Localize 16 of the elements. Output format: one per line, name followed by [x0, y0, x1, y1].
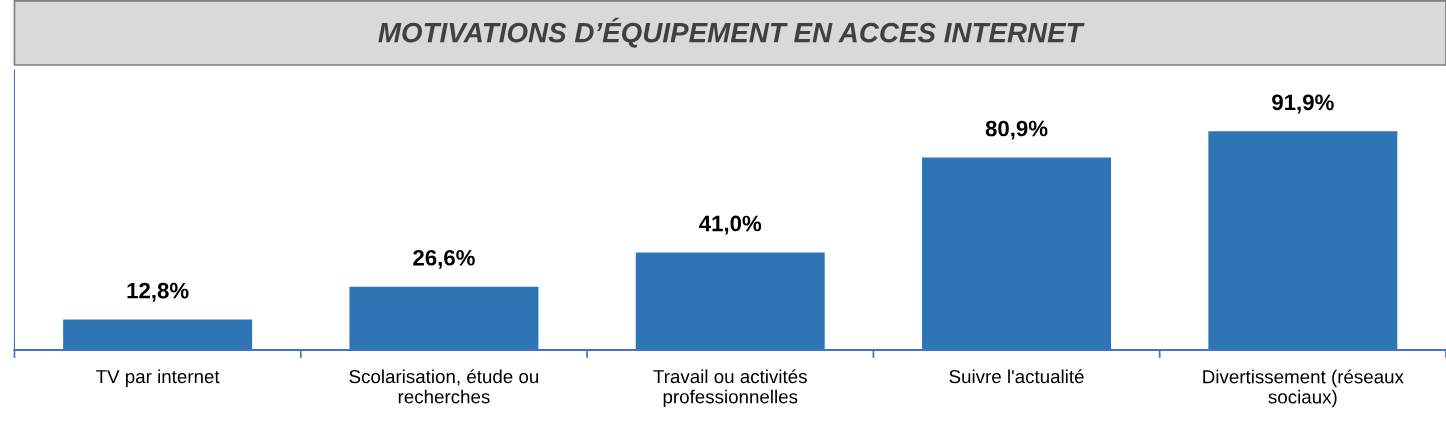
x-tick-label: Suivre l'actualité: [949, 369, 1084, 384]
x-tick-label: TV par internet: [96, 369, 220, 387]
data-label: 12,8%: [127, 282, 189, 302]
x-tick-label: Travail ou activités professionnelles: [653, 369, 807, 408]
data-label: 80,9%: [985, 120, 1048, 140]
bar: [922, 157, 1112, 350]
data-label: 41,0%: [699, 215, 762, 235]
data-label: 91,9%: [1272, 94, 1334, 114]
x-tick-label: Scolarisation, étude ou recherches: [349, 369, 539, 404]
bar: [349, 286, 539, 350]
bar: [1208, 131, 1398, 350]
data-label: 26,6%: [413, 249, 475, 269]
x-tick-label: Divertissement (réseaux sociaux): [1203, 369, 1404, 408]
chart-title: MOTIVATIONS D’ÉQUIPEMENT EN ACCES INTERNET: [378, 17, 1085, 48]
bar: [635, 252, 825, 350]
bar: [63, 319, 253, 350]
